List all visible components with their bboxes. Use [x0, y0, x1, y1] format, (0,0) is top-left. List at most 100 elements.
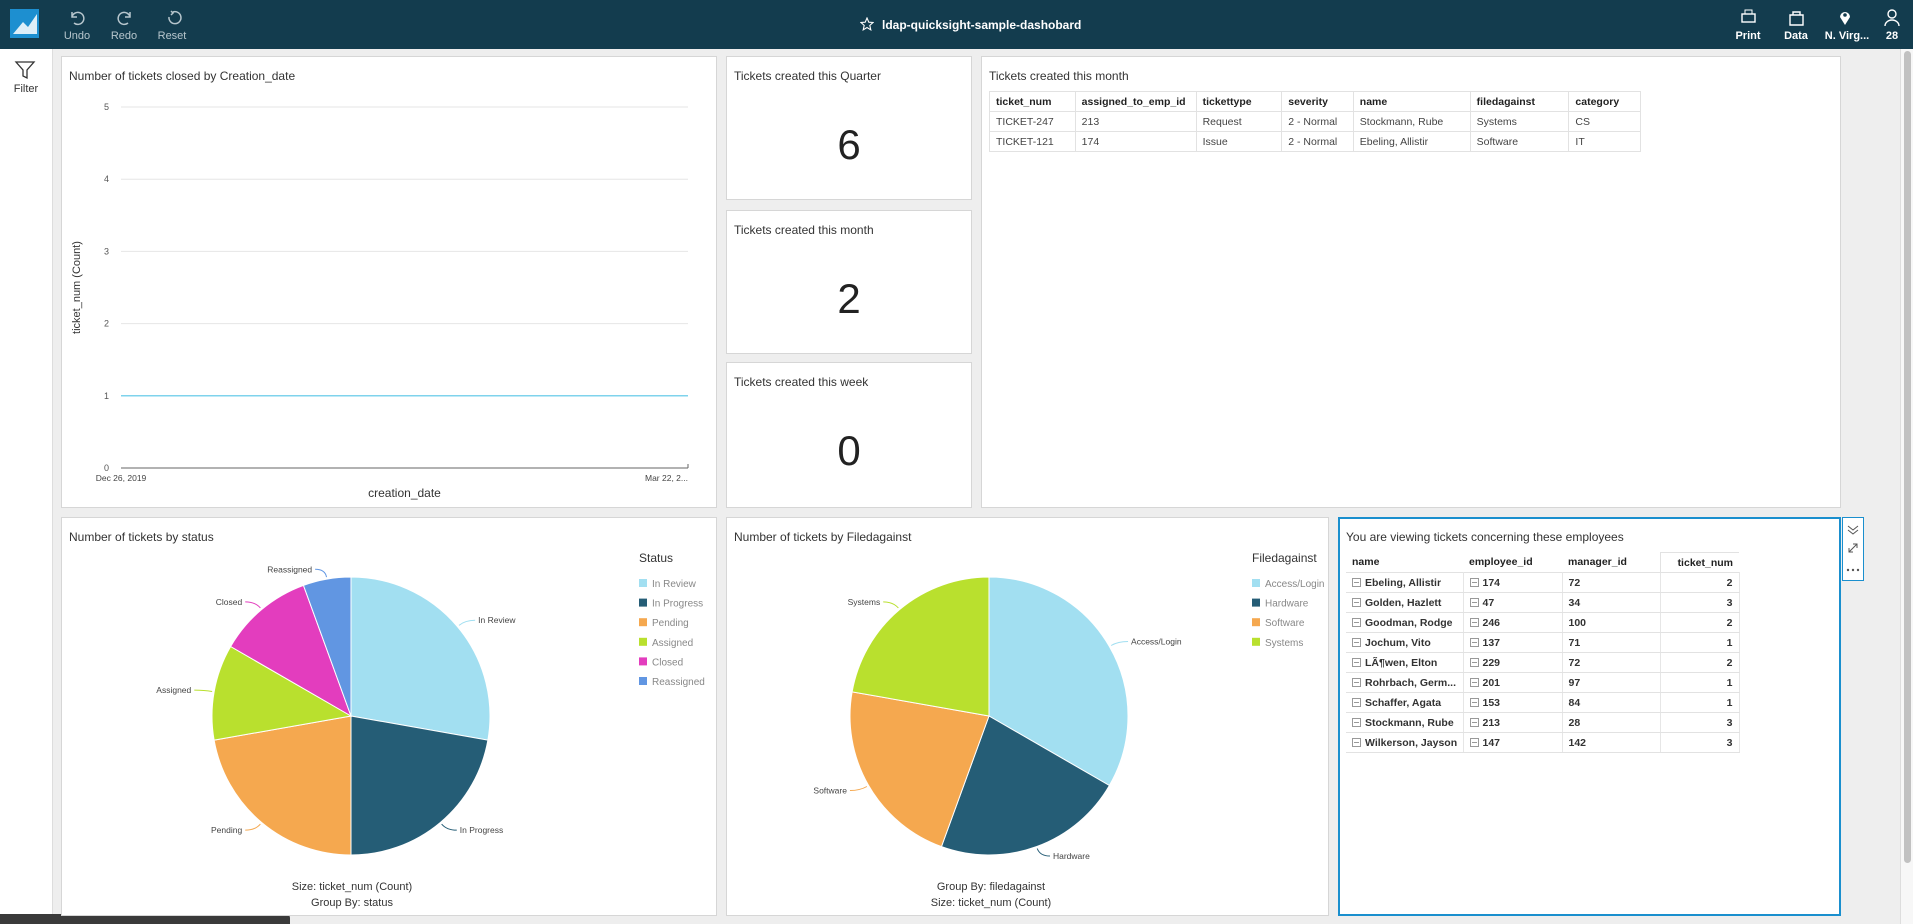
favorite-star[interactable]: [860, 17, 874, 31]
table-cell: Schaffer, Agata: [1346, 692, 1464, 713]
filter-icon[interactable]: [14, 59, 36, 81]
scrollbar[interactable]: [1900, 49, 1913, 924]
table-row: Rohrbach, Germ... 201 97 1: [1346, 672, 1740, 693]
column-header: name: [1352, 556, 1380, 569]
table-cell: Jochum, Vito: [1346, 632, 1464, 653]
table-cell: 142: [1562, 732, 1661, 753]
visual-menu[interactable]: [1842, 517, 1864, 581]
table-cell: 3: [1660, 592, 1740, 613]
undo-button[interactable]: Undo: [63, 30, 91, 42]
chart-footer: Group By: status: [311, 897, 393, 909]
kpi-panel[interactable]: Tickets created this week 0: [726, 362, 972, 508]
cell-text: 213: [1482, 716, 1501, 729]
collapse-icon: [1352, 657, 1361, 667]
table-cell: 3: [1660, 712, 1740, 733]
cell-text: 47: [1482, 596, 1495, 609]
redo-button[interactable]: Redo: [110, 30, 138, 42]
collapse-icon: [1469, 717, 1479, 727]
table-cell: Ebeling, Allistir: [1352, 131, 1471, 152]
leader-line: [245, 601, 261, 609]
cell-text: Ebeling, Allistir: [1365, 576, 1442, 589]
table-cell: 147: [1463, 732, 1563, 753]
cell-text: 2: [1726, 656, 1733, 669]
collapse-icon: [1469, 737, 1479, 747]
y-axis-label: ticket_num (Count): [71, 241, 83, 334]
pie-slice: [940, 715, 1111, 856]
table-row: Jochum, Vito 137 71 1: [1346, 632, 1740, 653]
table-cell: TICKET-247: [989, 111, 1076, 132]
table-row: Schaffer, Agata 153 84 1: [1346, 692, 1740, 713]
sidebar: Filter: [0, 49, 53, 924]
chart-title: Number of tickets closed by Creation_dat…: [69, 69, 296, 83]
table-row: Ebeling, Allistir 174 72 2: [1346, 572, 1740, 593]
chart-svg: Access/Login Hardware Software Systems Filed…: [813, 551, 1324, 909]
cell-text: Schaffer, Agata: [1365, 696, 1442, 709]
cell-text: 34: [1568, 596, 1581, 609]
chart-footer: Group By: filedagainst: [937, 881, 1045, 893]
legend-label: Reassigned: [652, 677, 705, 688]
legend-swatch: [1252, 598, 1260, 607]
legend-swatch: [1252, 579, 1260, 587]
cell-text: 3: [1726, 596, 1733, 609]
legend-label: Software: [1265, 618, 1305, 629]
status-pie-panel[interactable]: Number of tickets by status In Review In P…: [61, 517, 717, 916]
dashboard-title: ldap-quicksight-sample-dashobard: [882, 18, 1082, 32]
month-table-panel[interactable]: Tickets created this month ticket_num assi…: [981, 56, 1841, 508]
table-cell: Ebeling, Allistir: [1346, 572, 1464, 593]
legend-label: In Progress: [652, 599, 703, 610]
leader-line: [458, 619, 476, 626]
kpi-title: Tickets created this month: [734, 223, 874, 237]
slice-label: Assigned: [156, 685, 191, 695]
legend-label: Assigned: [652, 638, 693, 649]
cell-text: 174: [1482, 576, 1501, 589]
kpi-value: 2: [837, 275, 861, 322]
collapse-icon: [1469, 657, 1479, 667]
cell-text: 1: [1726, 636, 1733, 649]
employee-table-panel[interactable]: You are viewing tickets concerning these…: [1338, 517, 1841, 916]
data-button[interactable]: Data: [1784, 30, 1808, 42]
leader-line: [441, 823, 457, 831]
table-cell: 2 - Normal: [1281, 111, 1354, 132]
table-cell: 229: [1463, 652, 1563, 673]
collapse-icon: [1469, 597, 1479, 607]
table-row: TICKET-247 213 Request 2 - Normal Stockmann,…: [989, 111, 1641, 132]
table-cell: Issue: [1195, 131, 1283, 152]
kpi-title: Tickets created this week: [734, 375, 869, 389]
filter-label[interactable]: Filter: [13, 83, 39, 95]
x-tick-label: Mar 22, 2...: [645, 473, 688, 483]
legend-label: Access/Login: [1265, 579, 1324, 590]
legend-label: Hardware: [1265, 599, 1309, 610]
table-title: You are viewing tickets concerning these…: [1346, 530, 1624, 544]
table-cell: 153: [1463, 692, 1563, 713]
cell-text: 2: [1726, 576, 1733, 589]
chart-svg: In Review In Progress Pending Assigned Close…: [156, 551, 705, 909]
region-button[interactable]: N. Virg...: [1824, 30, 1870, 42]
table-cell: Request: [1195, 111, 1283, 132]
user-button[interactable]: 28: [1885, 30, 1899, 42]
line-chart-panel[interactable]: Number of tickets closed by Creation_dat…: [61, 56, 717, 508]
cell-text: 246: [1482, 616, 1501, 629]
print-button[interactable]: Print: [1735, 30, 1761, 42]
leader-line: [245, 823, 261, 831]
table-cell: 100: [1562, 612, 1661, 633]
scroll-thumb[interactable]: [1904, 51, 1911, 863]
table-row: Stockmann, Rube 213 28 3: [1346, 712, 1740, 733]
legend-swatch: [639, 618, 647, 627]
table-cell: 3: [1660, 732, 1740, 753]
kpi-panel[interactable]: Tickets created this Quarter 6: [726, 56, 972, 200]
cell-text: 3: [1726, 736, 1733, 749]
reset-button[interactable]: Reset: [157, 30, 187, 42]
pie-slice: [302, 576, 352, 717]
filedagainst-pie-panel[interactable]: Number of tickets by Filedagainst Access/…: [726, 517, 1329, 916]
kpi-panel[interactable]: Tickets created this month 2: [726, 210, 972, 354]
legend-label: Pending: [652, 618, 689, 629]
cell-text: 71: [1568, 636, 1581, 649]
legend-swatch: [1252, 618, 1260, 627]
table-cell: Golden, Hazlett: [1346, 592, 1464, 613]
legend-swatch: [639, 677, 647, 685]
pie-slice: [350, 576, 491, 741]
collapse-icon: [1469, 697, 1479, 707]
y-tick-label: 4: [104, 174, 109, 184]
leader-line: [1110, 641, 1129, 646]
leader-line: [194, 689, 213, 693]
